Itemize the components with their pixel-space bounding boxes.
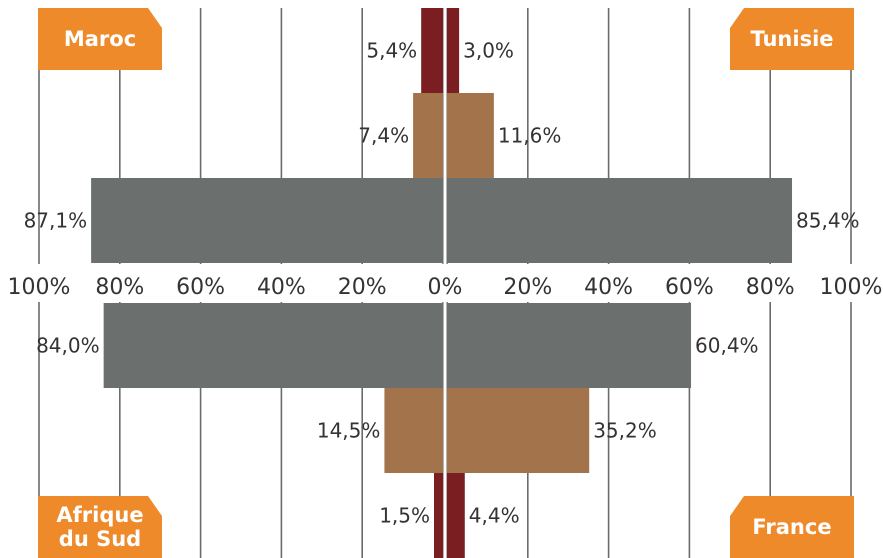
tick-label-7: 40%	[584, 275, 633, 300]
bar-bottom-right-2	[447, 473, 465, 558]
tick-label-9: 80%	[746, 275, 795, 300]
panel-bottom-left: 84,0% 14,5% 1,5%	[36, 303, 443, 558]
data-label-bottom-left-1: 14,5%	[317, 419, 381, 443]
data-label-top-right-0: 3,0%	[463, 39, 514, 63]
bar-top-left-1	[413, 93, 443, 178]
data-label-bottom-left-0: 84,0%	[36, 334, 100, 358]
tick-label-0: 100%	[8, 275, 71, 300]
data-label-top-right-1: 11,6%	[498, 124, 562, 148]
tick-label-2: 60%	[176, 275, 225, 300]
tick-label-10: 100%	[820, 275, 883, 300]
bar-top-right-0	[447, 8, 460, 93]
panel-top-left: 5,4% 7,4% 87,1%	[24, 8, 443, 263]
bar-top-right-2	[447, 178, 793, 263]
badge-top-right	[730, 8, 854, 70]
country-label-bottom-left-1: du Sud	[59, 527, 141, 551]
bar-bottom-left-0	[103, 303, 443, 388]
panel-top-right: 3,0% 11,6% 85,4%	[447, 8, 860, 263]
bar-bottom-left-1	[384, 388, 443, 473]
data-label-top-left-2: 87,1%	[24, 209, 88, 233]
bar-bottom-right-0	[447, 303, 692, 388]
badge-top-left	[38, 8, 162, 70]
data-label-top-left-1: 7,4%	[358, 124, 409, 148]
bar-bottom-right-1	[447, 388, 590, 473]
center-divider	[443, 8, 447, 558]
country-label-bottom-left-0: Afrique	[56, 503, 143, 527]
data-label-top-left-0: 5,4%	[366, 39, 417, 63]
bar-top-left-0	[421, 8, 443, 93]
axis-band	[0, 264, 883, 302]
bar-bottom-left-2	[434, 473, 443, 558]
data-label-bottom-right-0: 60,4%	[695, 334, 759, 358]
country-label-top-left: Maroc	[64, 27, 136, 51]
bar-top-left-2	[91, 178, 443, 263]
tick-label-1: 80%	[95, 275, 144, 300]
tick-label-5: 0%	[428, 275, 463, 300]
data-label-bottom-right-2: 4,4%	[469, 504, 520, 528]
country-label-top-right: Tunisie	[750, 27, 833, 51]
tick-label-6: 20%	[503, 275, 552, 300]
panel-bottom-right: 60,4% 35,2% 4,4%	[447, 303, 759, 558]
badge-bottom-left	[38, 496, 162, 558]
axis-ticks: 100% 80% 60% 40% 20% 0% 20% 40% 60% 80% 100%	[8, 275, 883, 300]
data-label-bottom-left-2: 1,5%	[379, 504, 430, 528]
data-label-bottom-right-1: 35,2%	[593, 419, 657, 443]
tick-label-4: 20%	[338, 275, 387, 300]
tick-label-3: 40%	[257, 275, 306, 300]
tick-label-8: 60%	[665, 275, 714, 300]
bar-top-right-1	[447, 93, 494, 178]
badge-bottom-right	[730, 496, 854, 558]
country-label-bottom-right: France	[752, 515, 831, 539]
data-label-top-right-2: 85,4%	[796, 209, 860, 233]
